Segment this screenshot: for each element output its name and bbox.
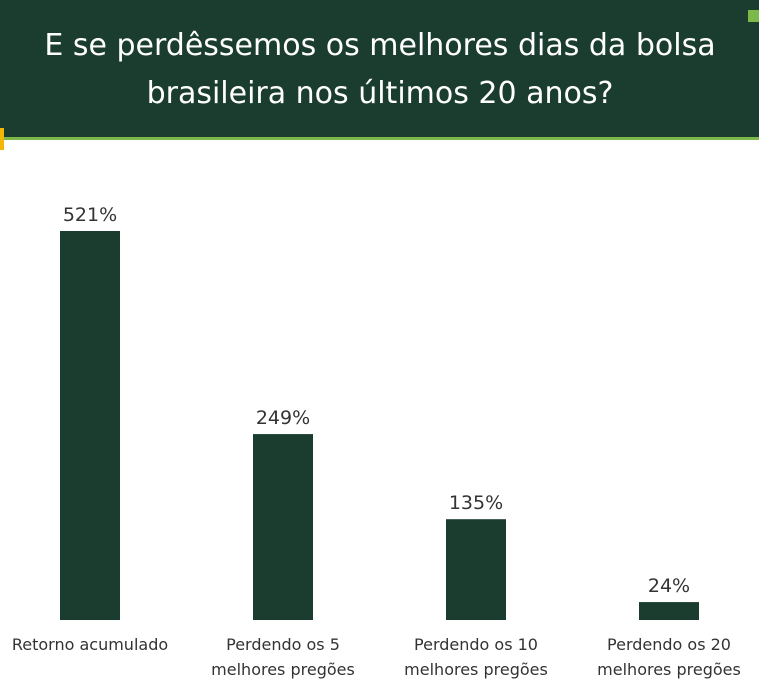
bar [639,602,699,620]
bar [446,519,506,620]
value-label: 249% [256,407,310,429]
value-label: 135% [449,492,503,514]
accent-mark [0,128,4,150]
chart-title: E se perdêssemos os melhores dias da bol… [44,28,716,111]
header: E se perdêssemos os melhores dias da bol… [0,0,759,140]
bar [60,231,120,620]
value-label: 521% [63,204,117,226]
corner-mark [748,10,759,22]
value-label: 24% [648,575,690,597]
bar [253,434,313,620]
x-tick-label: Perdendo os 10 melhores pregões [404,635,548,679]
x-tick-label: Retorno acumulado [11,635,169,654]
x-tick-label: Perdendo os 5 melhores pregões [211,635,355,679]
x-tick-label: Perdendo os 20 melhores pregões [597,635,741,679]
